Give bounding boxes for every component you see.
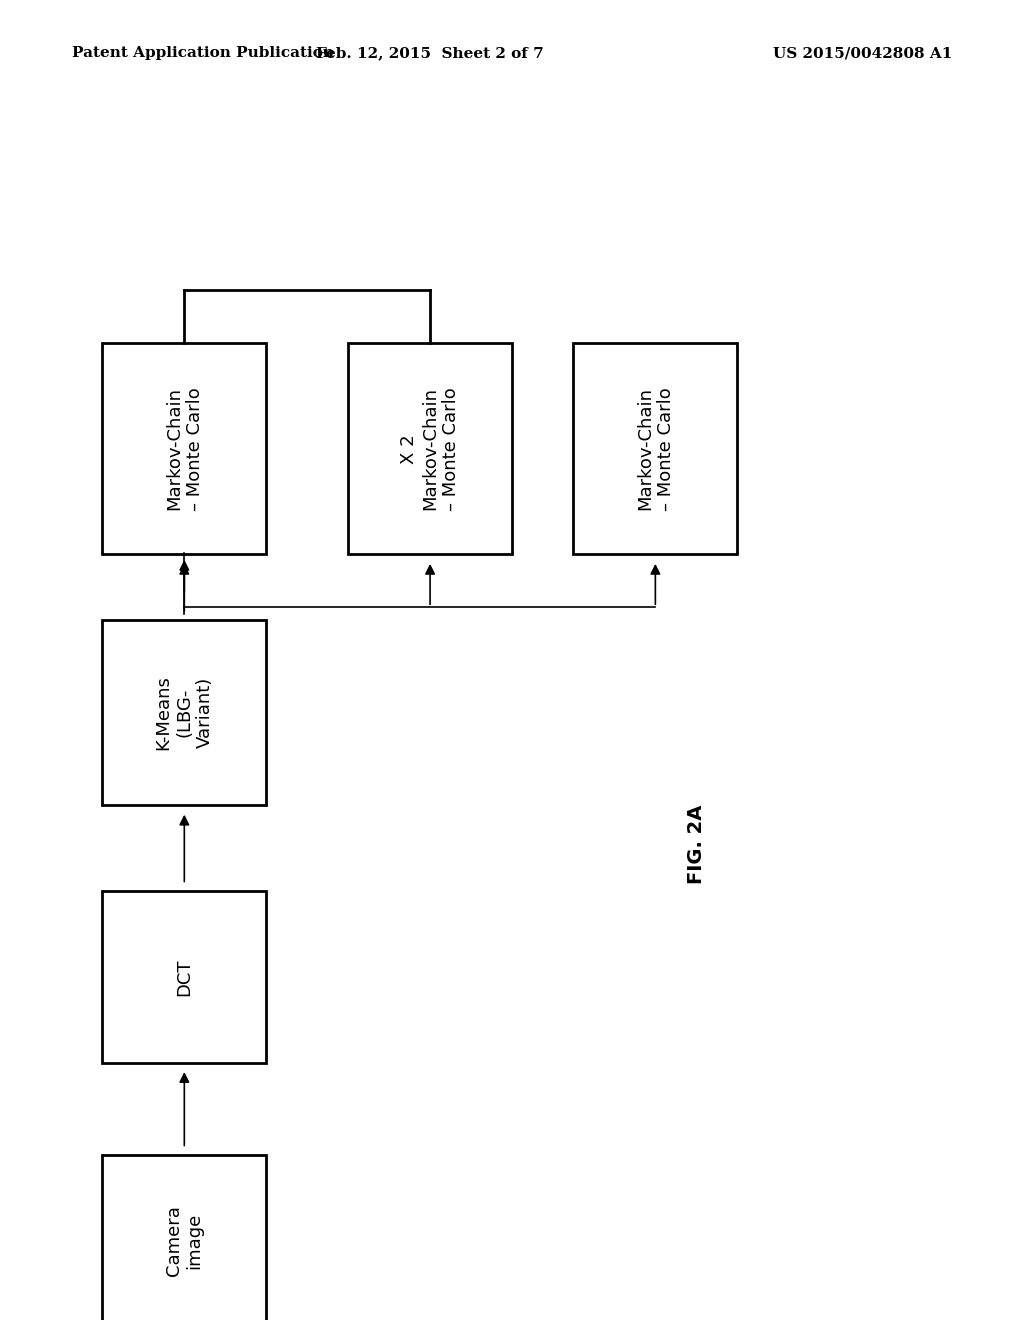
FancyBboxPatch shape <box>348 343 512 554</box>
FancyBboxPatch shape <box>102 343 266 554</box>
Text: K-Means
(LBG-
Variant): K-Means (LBG- Variant) <box>155 676 214 750</box>
Text: Markov-Chain
– Monte Carlo: Markov-Chain – Monte Carlo <box>165 387 204 511</box>
Text: Feb. 12, 2015  Sheet 2 of 7: Feb. 12, 2015 Sheet 2 of 7 <box>316 46 544 61</box>
FancyBboxPatch shape <box>102 620 266 805</box>
FancyBboxPatch shape <box>102 891 266 1063</box>
Text: US 2015/0042808 A1: US 2015/0042808 A1 <box>773 46 952 61</box>
Text: Patent Application Publication: Patent Application Publication <box>72 46 334 61</box>
FancyBboxPatch shape <box>102 1155 266 1320</box>
Text: X 2
Markov-Chain
– Monte Carlo: X 2 Markov-Chain – Monte Carlo <box>400 387 460 511</box>
Text: Markov-Chain
– Monte Carlo: Markov-Chain – Monte Carlo <box>636 387 675 511</box>
FancyBboxPatch shape <box>573 343 737 554</box>
Text: FIG. 2A: FIG. 2A <box>687 805 706 884</box>
Text: Camera
image: Camera image <box>165 1205 204 1276</box>
Text: DCT: DCT <box>175 958 194 995</box>
